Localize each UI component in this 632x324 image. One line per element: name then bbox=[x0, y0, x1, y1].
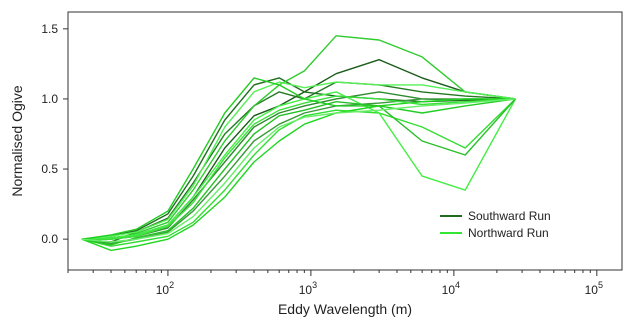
y-tick-label: 1.5 bbox=[41, 22, 58, 36]
plot-frame bbox=[67, 11, 623, 271]
series-line-northward-5 bbox=[81, 98, 516, 247]
series-line-northward-13 bbox=[81, 98, 516, 243]
y-tick-label: 1.0 bbox=[41, 92, 58, 106]
series-line-southward-1 bbox=[81, 81, 516, 243]
x-axis-title: Eddy Wavelength (m) bbox=[278, 301, 412, 317]
x-tick-label: 104 bbox=[442, 280, 460, 297]
x-tick-label: 105 bbox=[585, 280, 603, 297]
legend-label-southward: Southward Run bbox=[468, 209, 551, 223]
y-tick-label: 0.5 bbox=[41, 162, 58, 176]
series-line-northward-10 bbox=[81, 98, 516, 252]
y-axis-title: Normalised Ogive bbox=[9, 85, 25, 196]
series-line-northward-11 bbox=[81, 95, 516, 240]
x-axis: 102 103 104 105 bbox=[67, 270, 603, 297]
legend: Southward Run Northward Run bbox=[440, 209, 551, 240]
series-line-northward-6 bbox=[81, 35, 516, 240]
y-tick-label: 0.0 bbox=[41, 232, 58, 246]
series-line-southward-2 bbox=[81, 91, 516, 240]
x-tick-label: 102 bbox=[156, 280, 174, 297]
legend-label-northward: Northward Run bbox=[468, 226, 549, 240]
series-line-northward-9 bbox=[81, 81, 516, 240]
y-axis: 0.0 0.5 1.0 1.5 bbox=[41, 22, 68, 246]
series-line-northward-12 bbox=[81, 77, 516, 240]
series-line-northward-7 bbox=[81, 91, 517, 240]
series-layer bbox=[81, 35, 517, 252]
series-line-southward-4 bbox=[81, 98, 516, 245]
series-line-northward-8 bbox=[81, 98, 517, 246]
x-tick-label: 103 bbox=[299, 280, 317, 297]
